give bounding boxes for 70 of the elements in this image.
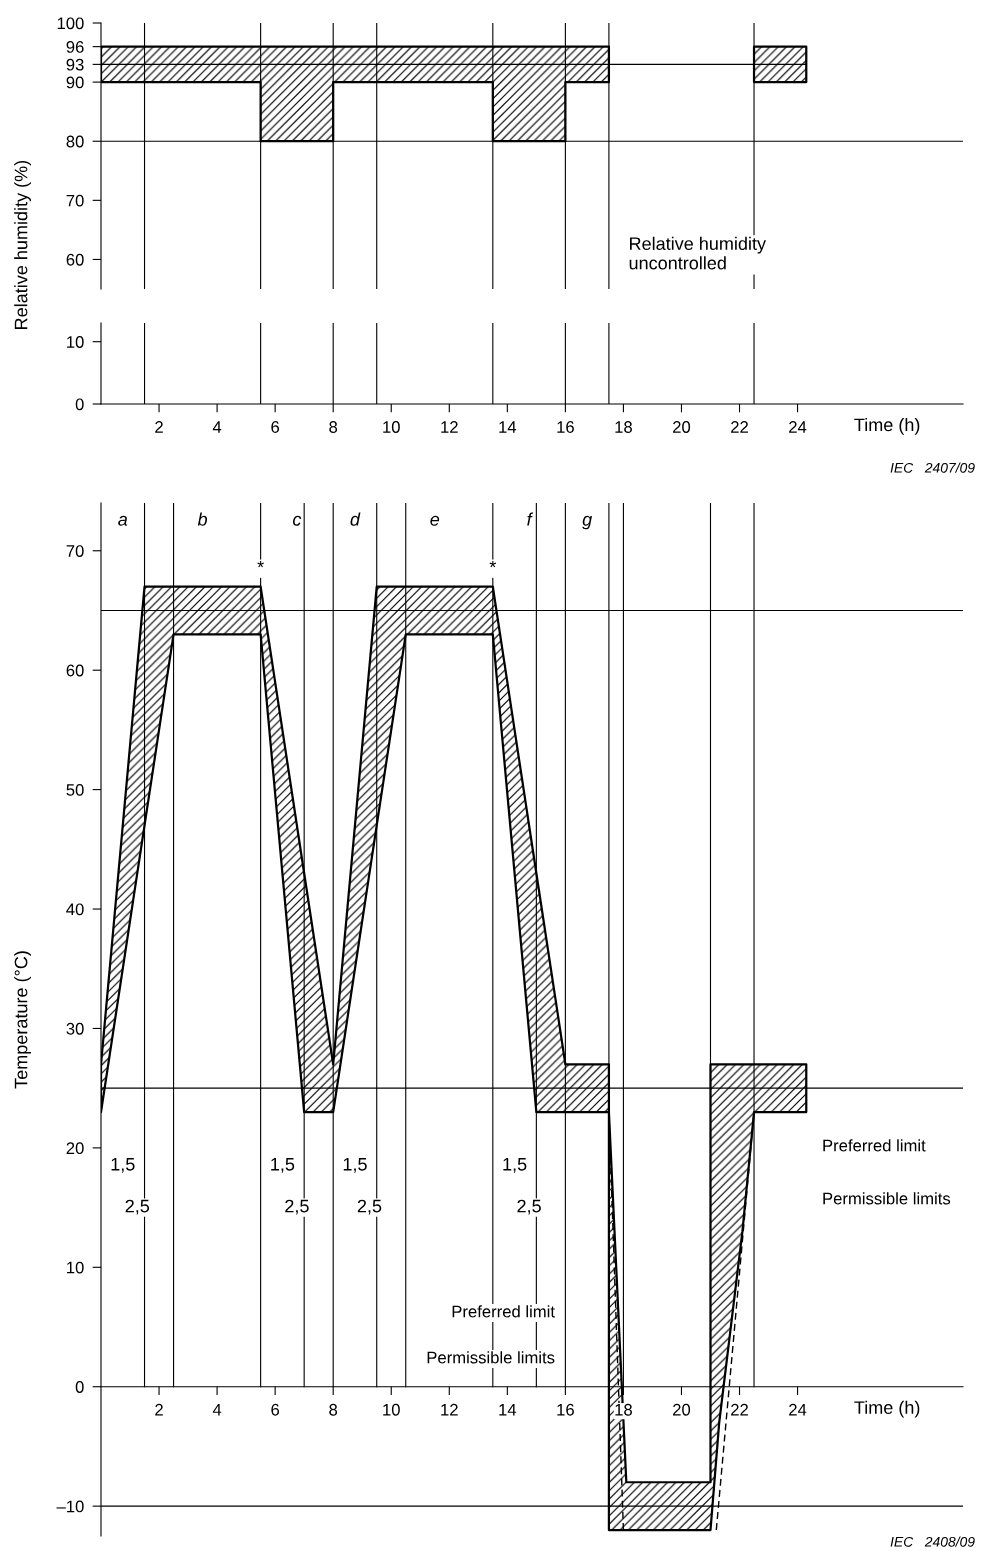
y-tick-label: 70 [66, 194, 84, 207]
annotation: * [257, 560, 264, 568]
x-tick-label: 20 [673, 421, 691, 433]
y-tick-label: 30 [66, 1022, 84, 1035]
x-tick-label: 18 [615, 421, 632, 433]
x-tick-label: 12 [441, 421, 458, 433]
y-axis-title: Temperature (°C) [14, 951, 31, 1089]
x-tick-label: 6 [271, 1403, 280, 1416]
x-tick-label: 14 [499, 1404, 517, 1416]
annotation: 2,5 [357, 1199, 382, 1215]
x-tick-label: 22 [731, 1403, 748, 1416]
x-tick-label: 4 [212, 1404, 222, 1416]
y-tick-label: 70 [66, 545, 84, 557]
annotation: c [292, 515, 302, 526]
y-tick-label: 10 [67, 336, 84, 348]
x-tick-label: 10 [383, 1403, 400, 1416]
annotation: 1,5 [111, 1158, 135, 1173]
x-tick-label: 20 [673, 1403, 691, 1416]
annotation: a [118, 515, 128, 526]
x-tick-label: 8 [329, 421, 338, 433]
y-tick-label: 93 [66, 58, 84, 71]
annotation: Preferred limit [452, 1305, 555, 1318]
x-tick-label: 8 [329, 1403, 338, 1416]
x-tick-label: 2 [155, 421, 163, 433]
y-tick-label: 0 [75, 1381, 84, 1393]
x-tick-label: 24 [789, 421, 807, 433]
y-tick-label: 80 [66, 135, 84, 148]
y-tick-label: 96 [66, 41, 84, 53]
annotation: Preferred limit [823, 1139, 926, 1152]
x-tick-label: 12 [441, 1403, 458, 1416]
annotation: 2,5 [125, 1199, 150, 1215]
annotation: b [197, 512, 208, 526]
annotation: d [350, 512, 361, 526]
text: IEC 2408/09 [890, 1536, 975, 1547]
y-axis-title: Relative humidity (%) [14, 160, 31, 329]
y-tick-label: 20 [66, 1142, 84, 1155]
y-tick-label: –10 [56, 1500, 84, 1513]
x-tick-label: 4 [212, 421, 222, 433]
x-axis-title: Time (h) [854, 418, 920, 435]
annotation: 1,5 [503, 1158, 527, 1173]
annotation: Relative humidity uncontrolled [629, 236, 766, 270]
y-tick-label: 50 [66, 784, 84, 796]
annotation: 2,5 [285, 1199, 309, 1215]
y-tick-label: 40 [66, 903, 84, 916]
annotation: 1,5 [271, 1158, 295, 1173]
x-tick-label: 14 [499, 421, 517, 433]
annotation: g [582, 515, 593, 530]
x-tick-label: 18 [615, 1403, 632, 1416]
x-tick-label: 10 [383, 421, 400, 433]
y-tick-label: 0 [75, 398, 84, 411]
annotation: Permissible limits [823, 1192, 951, 1205]
y-tick-label: 10 [67, 1261, 84, 1274]
y-tick-label: 60 [66, 253, 84, 266]
x-tick-label: 16 [557, 421, 574, 433]
x-tick-label: 16 [557, 1403, 574, 1416]
annotation: 1,5 [343, 1158, 367, 1173]
x-axis-title: Time (h) [854, 1400, 920, 1418]
annotation: e [430, 515, 440, 526]
x-tick-label: 6 [271, 421, 280, 433]
x-tick-label: 2 [155, 1403, 163, 1416]
y-tick-label: 100 [57, 17, 84, 30]
x-tick-label: 22 [731, 421, 748, 433]
y-tick-label: 90 [66, 76, 84, 89]
annotation: Permissible limits [427, 1351, 555, 1364]
y-tick-label: 60 [66, 664, 84, 677]
annotation: * [489, 560, 497, 568]
annotation: 2,5 [517, 1199, 541, 1215]
x-tick-label: 24 [789, 1403, 807, 1416]
text: IEC 2407/09 [890, 462, 975, 473]
annotation: f [527, 512, 534, 526]
